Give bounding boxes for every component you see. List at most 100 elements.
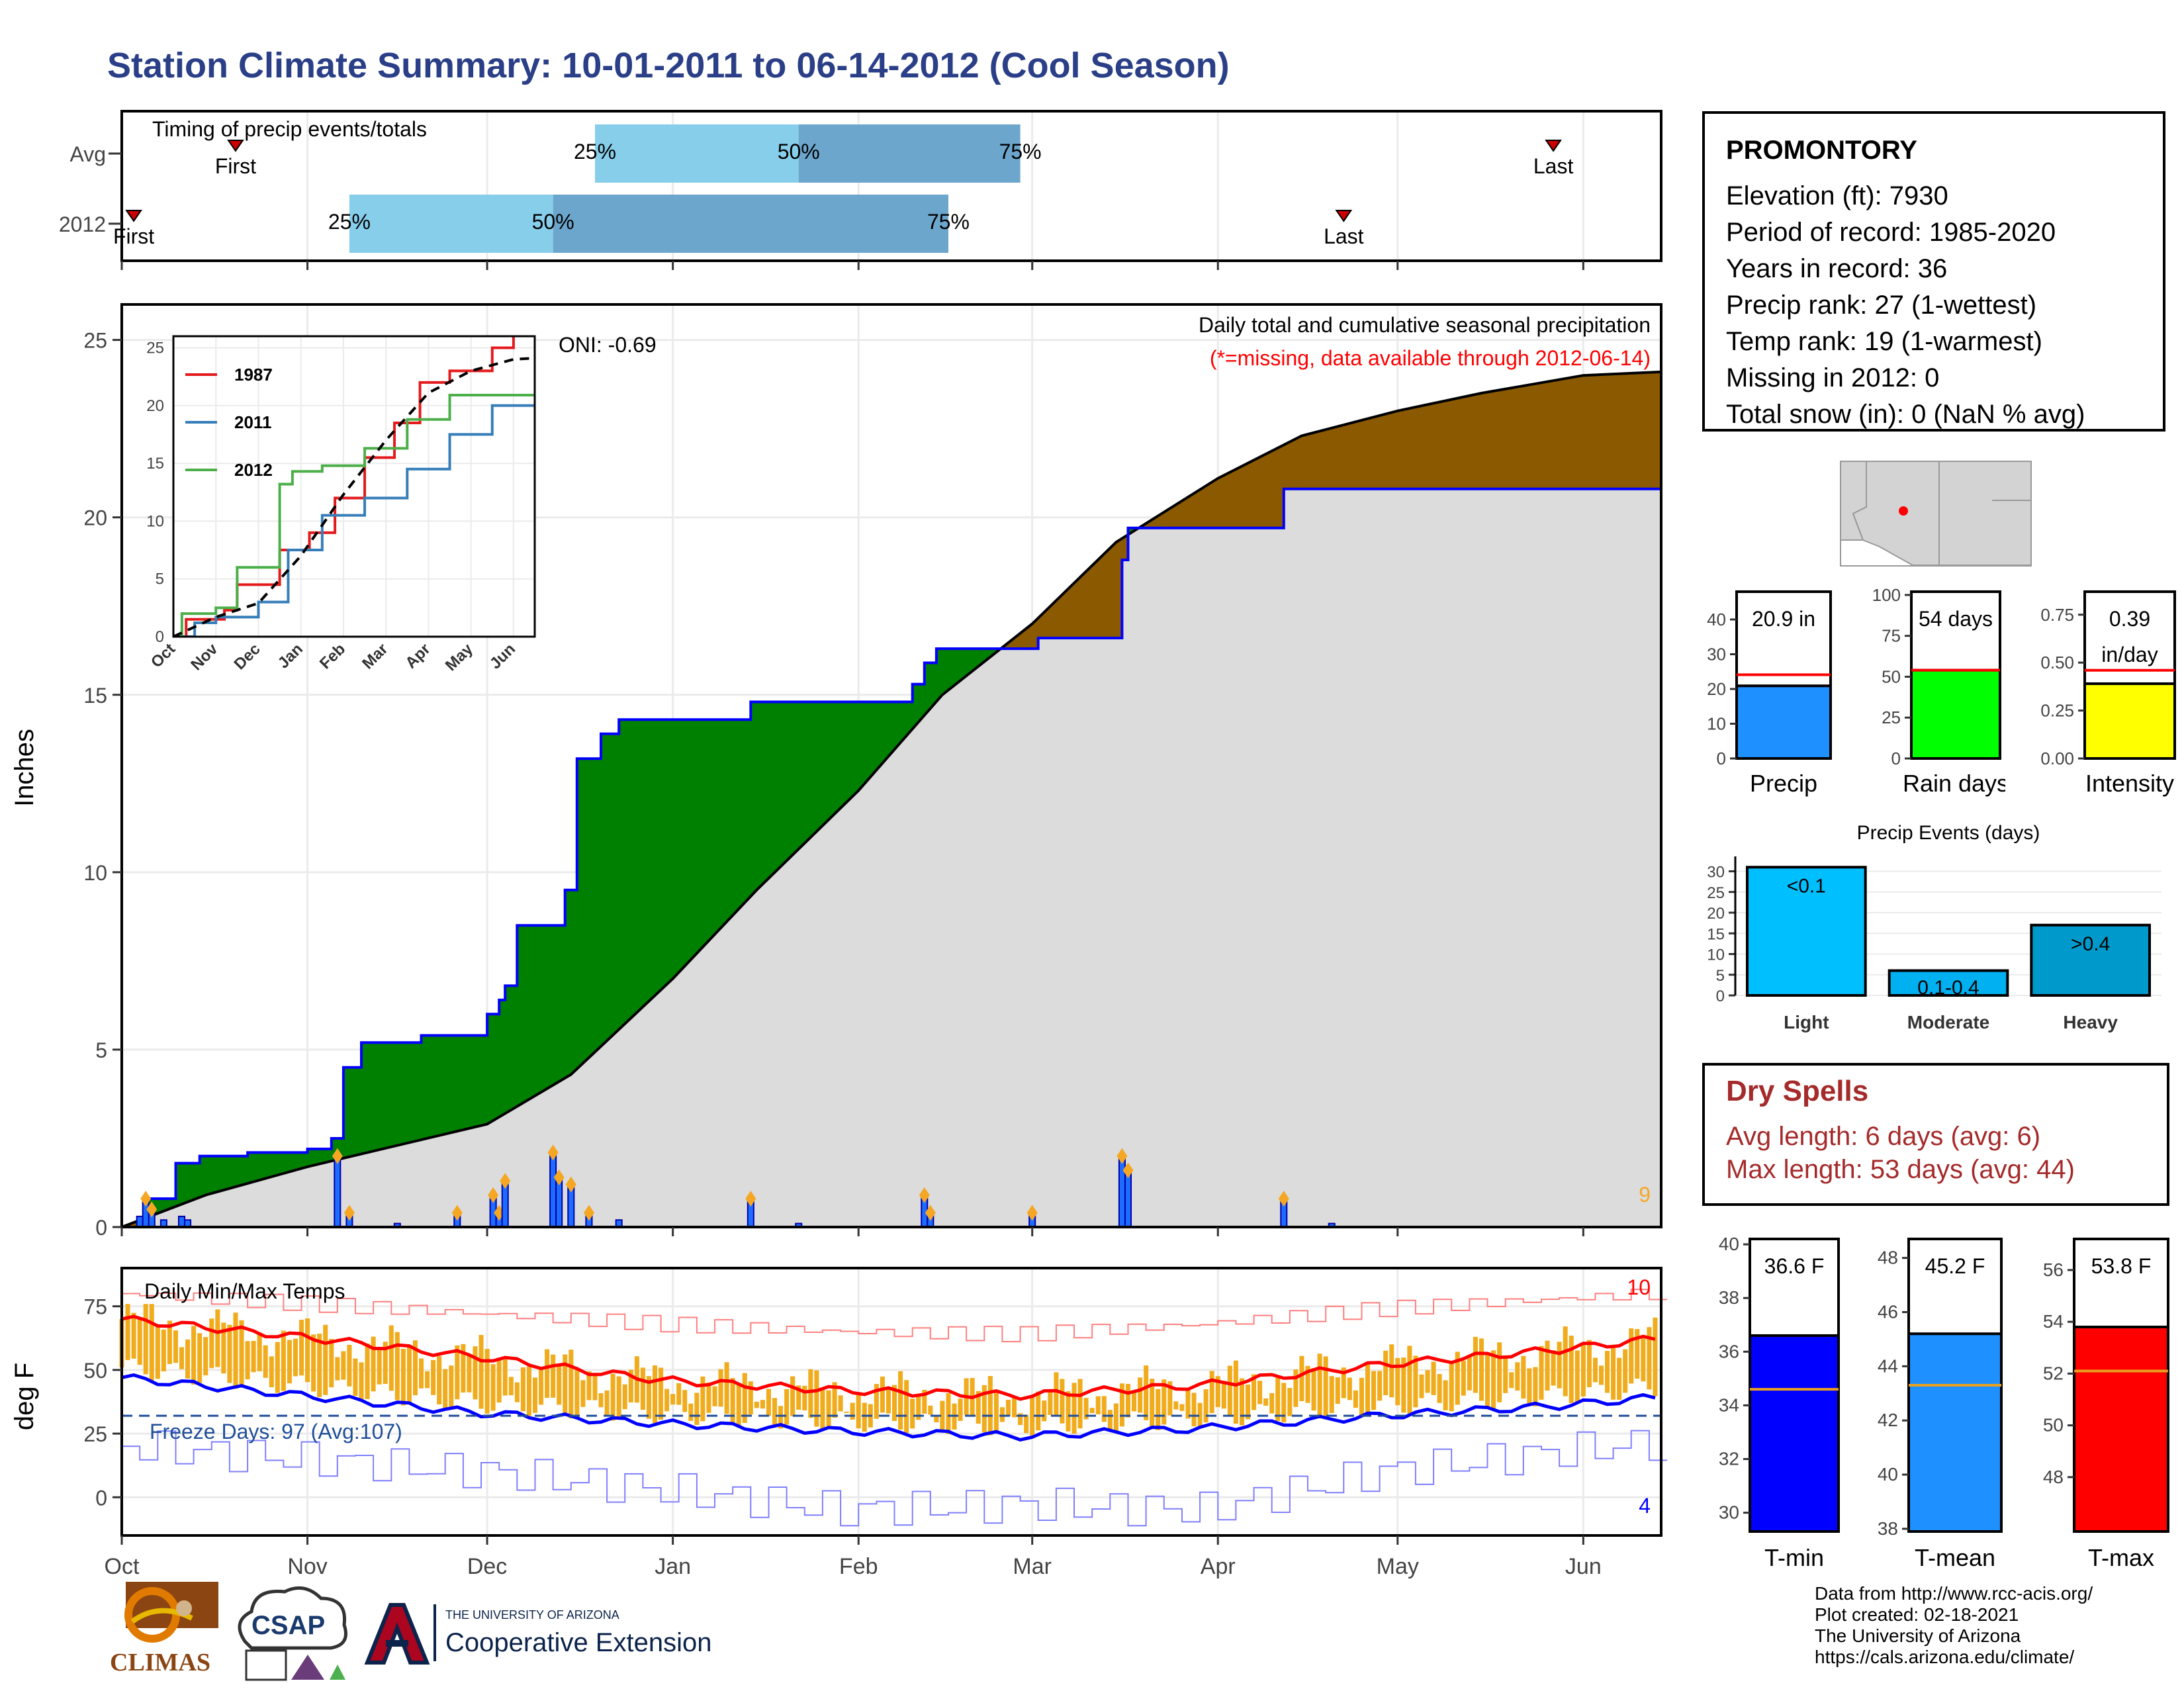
temp-daily-range-bar xyxy=(347,1344,352,1387)
small-bar-y-tick-label: 0.50 xyxy=(2040,653,2074,672)
temp-daily-range-bar xyxy=(520,1367,525,1412)
temp-daily-range-bar xyxy=(993,1391,999,1431)
small-bar-value-label: 36.6 F xyxy=(1764,1254,1825,1278)
temp-daily-range-bar xyxy=(928,1405,933,1415)
events-y-tick-label: 15 xyxy=(1707,925,1725,943)
temp-daily-range-bar xyxy=(772,1398,778,1425)
temp-daily-range-bar xyxy=(1275,1377,1281,1421)
temp-daily-range-bar xyxy=(185,1339,191,1379)
temp-daily-range-bar xyxy=(161,1329,166,1372)
credit-university: The University of Arizona xyxy=(1815,1625,2021,1646)
temp-daily-range-bar xyxy=(1533,1367,1538,1406)
temp-daily-range-bar xyxy=(293,1338,298,1377)
station-period: Period of record: 1985-2020 xyxy=(1726,218,2056,247)
temp-daily-range-bar xyxy=(1156,1389,1161,1430)
precip-daily-marker xyxy=(1122,1162,1134,1179)
temp-daily-range-bar xyxy=(610,1373,615,1421)
temp-daily-range-bar xyxy=(341,1351,346,1380)
temp-daily-range-bar xyxy=(551,1354,556,1398)
temp-daily-range-bar xyxy=(676,1383,682,1405)
csap-logo-svg xyxy=(238,1586,347,1681)
temp-daily-range-bar xyxy=(1586,1340,1592,1387)
timing-iqr-low-bar xyxy=(349,195,553,253)
page-title: Station Climate Summary: 10-01-2011 to 0… xyxy=(107,46,1230,85)
temp-daily-range-bar xyxy=(1138,1377,1143,1413)
temp-daily-range-bar xyxy=(329,1338,334,1388)
temp-daily-range-bar xyxy=(173,1330,178,1363)
timing-marker xyxy=(227,140,244,152)
precip-total-chart: 0 10 20 30 40 20.9 in Precip xyxy=(1681,582,1840,807)
temp-frame xyxy=(120,1267,1662,1537)
temp-daily-range-bar xyxy=(940,1400,945,1432)
temp-daily-range-bar xyxy=(1563,1326,1568,1396)
precip-daily-marker xyxy=(1116,1148,1128,1164)
temp-daily-range-bar xyxy=(263,1345,268,1378)
timing-iqr-high-bar xyxy=(798,124,1021,183)
temp-daily-range-bar xyxy=(1359,1377,1364,1416)
events-bar xyxy=(1888,969,2009,997)
timing-row-label: 2012 xyxy=(59,212,106,236)
temp-daily-range-bar xyxy=(718,1369,723,1407)
temp-daily-range-bar xyxy=(1347,1377,1352,1400)
inset-x-tick-label: Jan xyxy=(275,640,306,672)
temp-daily-range-bar xyxy=(664,1389,670,1412)
small-bar-y-tick-label: 54 xyxy=(2043,1311,2064,1332)
events-category-label: Moderate xyxy=(1907,1012,1989,1032)
temp-daily-range-bar xyxy=(1173,1401,1179,1410)
temp-daily-range-bar xyxy=(1473,1336,1478,1393)
temp-daily-range-bar xyxy=(1299,1355,1304,1402)
precip-daily-bar xyxy=(549,1152,557,1228)
precip-average-line xyxy=(121,370,1662,1228)
temp-daily-range-bar xyxy=(981,1385,987,1432)
temp-y-tick-label: 50 xyxy=(83,1359,107,1383)
temp-y-axis-label: deg F xyxy=(10,1363,39,1430)
temp-daily-range-bar xyxy=(179,1347,185,1369)
temp-daily-range-bar xyxy=(1623,1349,1628,1393)
precip-total-svg: 0 10 20 30 40 20.9 in Precip xyxy=(1707,590,1832,797)
small-bar-y-tick-label: 75 xyxy=(1882,626,1901,646)
rain-days-chart: 0 25 50 75 100 54 days Rain days xyxy=(1840,582,2009,807)
precip-y-tick-label: 0 xyxy=(95,1216,107,1238)
temp-daily-range-bar xyxy=(1054,1372,1059,1416)
temp-daily-range-bar xyxy=(1095,1396,1101,1414)
inset-x-tick-label: Feb xyxy=(316,640,349,672)
small-bar-value xyxy=(1907,1332,2003,1533)
inset-y-tick-label: 15 xyxy=(146,455,164,473)
temp-daily-range-bar xyxy=(353,1358,358,1396)
timing-iqr-high-bar xyxy=(553,195,948,253)
temp-y-tick-label: 0 xyxy=(95,1486,107,1510)
precip-daily-marker xyxy=(745,1191,756,1207)
temp-record-line xyxy=(122,1289,1668,1343)
temp-daily-range-bar xyxy=(958,1398,963,1421)
temp-daily-range-bar xyxy=(155,1324,160,1379)
precip-annotation-title: Daily total and cumulative seasonal prec… xyxy=(1199,313,1651,337)
small-bar-y-tick-label: 0 xyxy=(1717,749,1726,768)
temp-daily-range-bar xyxy=(1539,1346,1544,1400)
temp-daily-range-bar xyxy=(574,1369,580,1416)
ua-logo-small-text: THE UNIVERSITY OF ARIZONA xyxy=(445,1608,619,1622)
temp-daily-range-bar xyxy=(1341,1367,1346,1398)
temp-freeze-label: Freeze Days: 97 (Avg:107) xyxy=(150,1420,402,1443)
precip-y-axis-label: Inches xyxy=(10,729,39,807)
temp-daily-range-bar xyxy=(1101,1396,1107,1422)
inset-x-tick-label: Mar xyxy=(359,640,391,672)
temp-daily-range-bar xyxy=(1317,1353,1322,1418)
precip-y-tick-label: 10 xyxy=(83,861,107,885)
timing-chart: Timing of precip events/totals Avg 25% 50% 7… xyxy=(0,99,1681,291)
inset-series-line xyxy=(173,404,535,637)
small-bar-y-tick-label: 38 xyxy=(1878,1518,1898,1539)
station-info-box: PROMONTORY Elevation (ft): 7930 Period o… xyxy=(1702,111,2165,432)
small-bar-y-tick-label: 42 xyxy=(1878,1410,1898,1430)
temp-daily-range-bar xyxy=(437,1355,442,1405)
timing-percent-label: 25% xyxy=(574,140,616,163)
temp-daily-range-bar xyxy=(1179,1404,1185,1411)
temp-daily-range-bar xyxy=(1521,1355,1526,1399)
inset-y-tick-label: 0 xyxy=(156,628,164,646)
events-bar-label: <0.1 xyxy=(1787,875,1826,897)
station-elevation: Elevation (ft): 7930 xyxy=(1726,181,1948,210)
small-bar-y-tick-label: 34 xyxy=(1719,1394,1739,1415)
temp-daily-range-bar xyxy=(215,1309,220,1367)
temp-daily-range-bar xyxy=(167,1320,172,1365)
tmax-chart: 48 50 52 54 56 53.8 F T-max xyxy=(2019,1231,2184,1575)
temp-daily-range-bar xyxy=(269,1356,274,1387)
